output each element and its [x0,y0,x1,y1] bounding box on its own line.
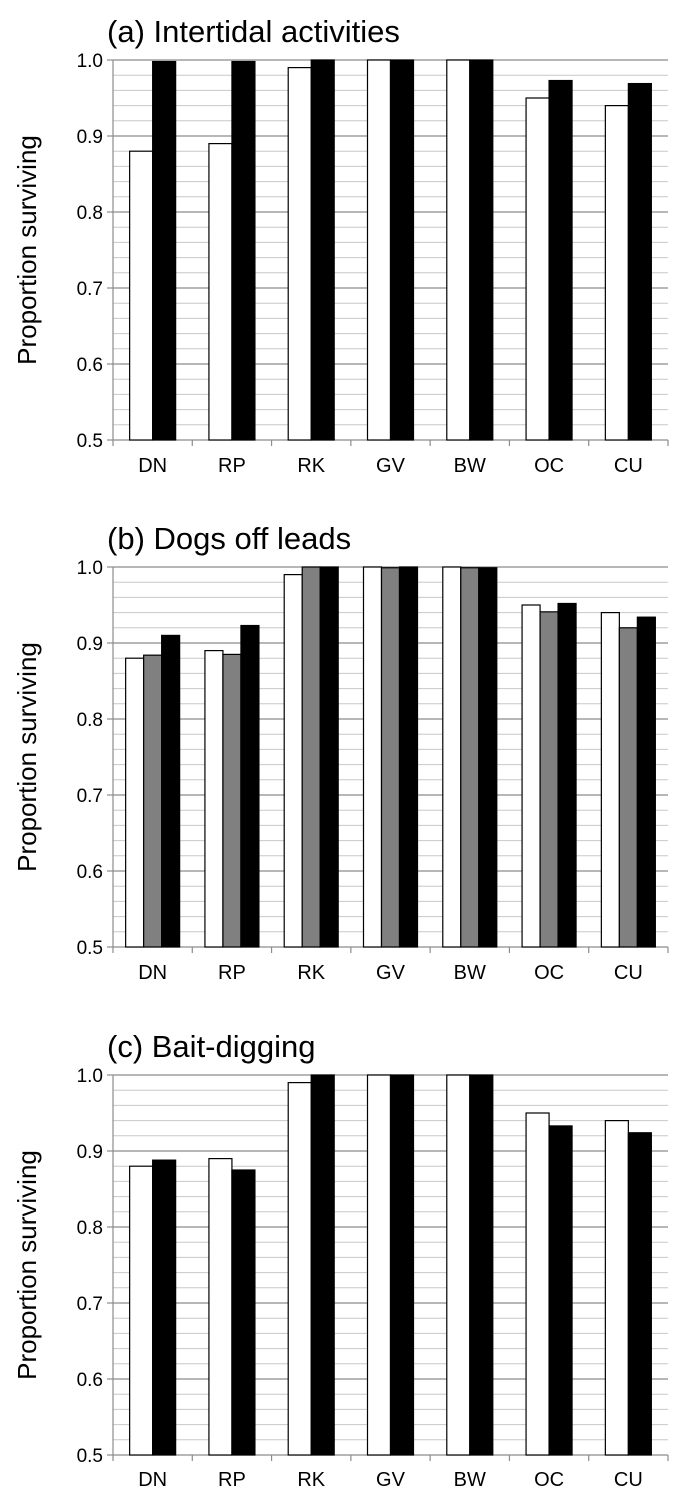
bar-gv-series-1 [366,1074,392,1456]
bar-rk-series-2 [310,59,335,441]
chart-title: (c) Bait-digging [107,1029,315,1064]
y-tick-label: 0.7 [77,786,103,807]
bar-cu-series-1 [604,104,629,441]
bar-oc-series-2 [548,79,573,441]
y-tick-label: 0.6 [77,355,103,376]
bar-bw-series-2 [469,1074,494,1456]
bar-bw-series-1 [446,1074,471,1456]
bar-cu-series-2 [627,82,652,441]
y-tick-label: 1.0 [77,558,103,579]
x-tick-label: OC [534,455,564,477]
bar-oc-series-1 [521,604,541,948]
bar-rk-series-1 [287,1081,312,1456]
x-tick-label: DN [138,455,167,477]
y-tick-label: 0.8 [77,710,103,731]
y-tick-label: 1.0 [77,1066,103,1087]
bar-rk-series-3 [319,566,339,948]
bar-bw-series-1 [442,566,462,948]
bar-gv-series-2 [380,567,401,948]
x-tick-label: DN [138,1469,167,1491]
bar-gv-series-1 [362,566,383,948]
x-tick-label: BW [454,1469,486,1491]
x-tick-label: RK [297,455,325,477]
x-tick-label: RP [218,455,246,477]
x-tick-label: CU [614,962,643,984]
chart-title: (b) Dogs off leads [107,521,351,556]
x-tick-label: CU [614,1469,643,1491]
y-tick-label: 0.8 [77,203,103,224]
bar-cu-series-2 [627,1132,652,1456]
bar-bw-series-1 [446,59,471,441]
bar-rp-series-1 [208,143,233,441]
y-axis-label: Proportion surviving [12,135,42,365]
x-tick-label: GV [376,1469,406,1491]
bar-dn-series-1 [125,657,145,948]
bar-bw-series-2 [469,59,494,441]
bar-dn-series-2 [152,60,177,441]
x-tick-label: BW [454,962,486,984]
bar-rp-series-2 [231,60,256,441]
y-axis-label: Proportion surviving [12,642,42,872]
y-tick-label: 0.9 [77,634,103,655]
bar-gv-series-2 [389,59,415,441]
y-tick-label: 0.7 [77,1294,103,1315]
y-tick-label: 0.9 [77,127,103,148]
bar-rp-series-1 [208,1157,233,1456]
chart-panel-2: 0.5 0.6 0.7 0.8 0.9 1.0 DN RP RK GV BW OC CU (b) Dogs… [12,521,669,984]
y-tick-label: 0.6 [77,1370,103,1391]
bar-rk-series-1 [287,66,312,441]
bar-gv-series-1 [366,59,392,441]
bar-rp-series-2 [231,1169,256,1456]
chart-panel-1: 0.5 0.6 0.7 0.8 0.9 1.0 DN RP RK GV BW OC CU (a) Inte… [12,14,669,477]
y-axis-label: Proportion surviving [12,1150,42,1380]
x-tick-label: DN [138,962,167,984]
bar-bw-series-3 [478,567,498,948]
bar-rp-series-1 [204,649,224,948]
y-tick-label: 0.6 [77,862,103,883]
y-tick-label: 0.9 [77,1142,103,1163]
bar-dn-series-3 [161,634,181,948]
y-tick-label: 0.7 [77,279,103,300]
bar-dn-series-1 [129,1165,154,1456]
bar-oc-series-2 [539,611,559,948]
x-tick-label: RK [297,962,325,984]
bar-cu-series-1 [600,611,620,948]
bar-dn-series-2 [143,654,163,948]
y-tick-label: 0.8 [77,1218,103,1239]
bar-cu-series-1 [604,1119,629,1456]
y-tick-label: 0.5 [77,431,103,452]
x-tick-label: GV [376,962,406,984]
x-tick-label: CU [614,455,643,477]
x-tick-label: GV [376,455,406,477]
x-tick-label: BW [454,455,486,477]
bar-cu-series-2 [618,627,638,948]
y-tick-label: 1.0 [77,51,103,72]
bar-gv-series-2 [389,1074,415,1456]
x-tick-label: RK [297,1469,325,1491]
bar-rk-series-2 [301,566,321,948]
bar-rp-series-2 [222,653,242,948]
bar-oc-series-2 [548,1125,573,1456]
bar-rk-series-2 [310,1074,335,1456]
bar-oc-series-1 [525,97,550,441]
y-tick-label: 0.5 [77,938,103,959]
bar-rk-series-1 [283,573,303,948]
x-tick-label: OC [534,1469,564,1491]
x-tick-label: RP [218,1469,246,1491]
x-tick-label: OC [534,962,564,984]
bar-cu-series-3 [636,616,656,948]
bar-dn-series-2 [152,1159,177,1456]
bar-gv-series-3 [398,566,419,948]
bar-bw-series-2 [460,567,480,948]
bar-oc-series-3 [557,602,577,948]
chart-panel-3: 0.5 0.6 0.7 0.8 0.9 1.0 DN RP RK GV BW OC CU (c) Bait… [12,1029,669,1491]
x-tick-label: RP [218,962,246,984]
bar-oc-series-1 [525,1112,550,1456]
bar-rp-series-3 [240,624,260,948]
bar-dn-series-1 [129,150,154,441]
y-tick-label: 0.5 [77,1446,103,1467]
chart-title: (a) Intertidal activities [107,14,400,49]
